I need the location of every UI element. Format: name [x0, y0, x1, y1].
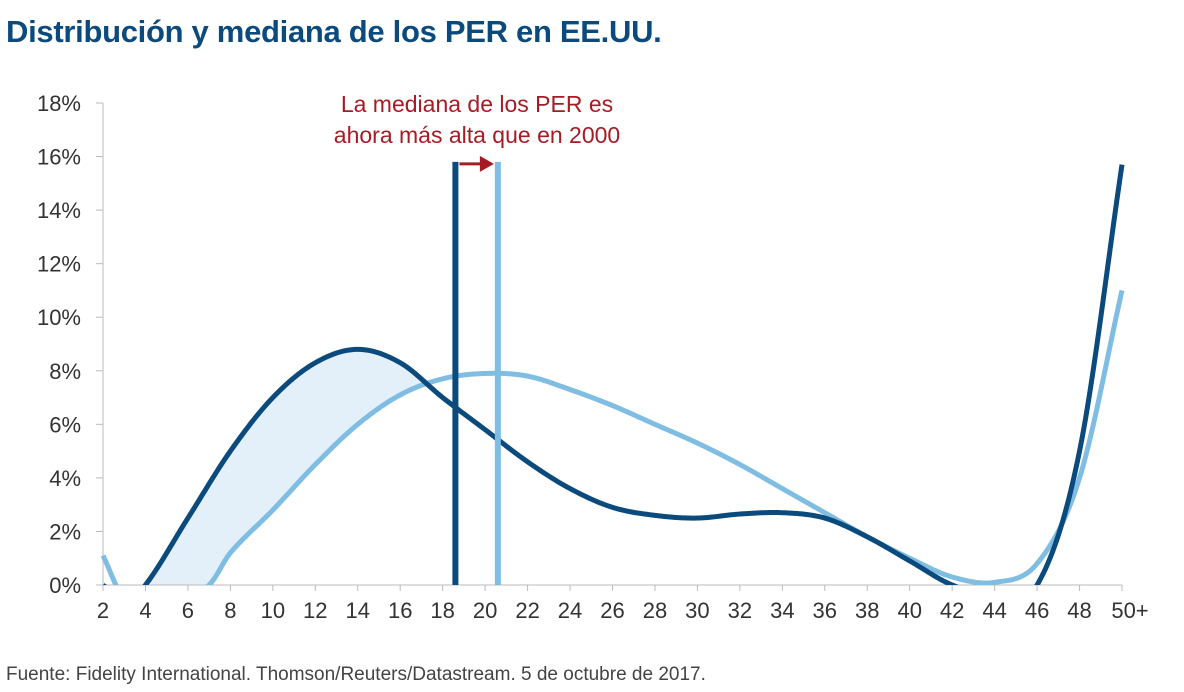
y-tick-label: 12%: [37, 252, 81, 277]
x-tick-label: 44: [982, 598, 1006, 623]
x-tick-label: 4: [139, 598, 151, 623]
x-tick-label: 42: [940, 598, 964, 623]
x-tick-label: 46: [1025, 598, 1049, 623]
x-tick-label: 20: [473, 598, 497, 623]
x-tick-label: 18: [430, 598, 454, 623]
annotation-text: ahora más alta que en 2000: [334, 122, 620, 148]
x-tick-label: 8: [224, 598, 236, 623]
x-tick-label: 10: [261, 598, 285, 623]
gap-fill-area: [145, 349, 426, 585]
x-tick-label: 48: [1067, 598, 1091, 623]
x-tick-label: 28: [643, 598, 667, 623]
annotation-text: La mediana de los PER es: [341, 91, 613, 117]
x-tick-label: 38: [855, 598, 879, 623]
x-tick-label: 40: [897, 598, 921, 623]
x-tick-label: 12: [303, 598, 327, 623]
x-tick-label: 50+: [1111, 598, 1148, 623]
series-line-dark: [103, 164, 1125, 585]
series-line-light: [100, 289, 1125, 585]
y-tick-label: 18%: [37, 91, 81, 116]
y-tick-label: 2%: [49, 519, 81, 544]
y-tick-label: 4%: [49, 466, 81, 491]
y-tick-label: 8%: [49, 359, 81, 384]
y-tick-label: 0%: [49, 573, 81, 598]
chart-title: Distribución y mediana de los PER en EE.…: [6, 14, 662, 49]
source-note: Fuente: Fidelity International. Thomson/…: [6, 664, 706, 685]
x-tick-label: 14: [346, 598, 370, 623]
x-tick-label: 6: [182, 598, 194, 623]
x-tick-label: 32: [728, 598, 752, 623]
arrow-right-icon: [479, 155, 494, 172]
y-tick-label: 10%: [37, 305, 81, 330]
x-tick-label: 34: [770, 598, 794, 623]
x-tick-label: 36: [813, 598, 837, 623]
x-tick-label: 22: [515, 598, 539, 623]
y-tick-label: 14%: [37, 198, 81, 223]
x-tick-label: 2: [97, 598, 109, 623]
x-tick-label: 16: [388, 598, 412, 623]
x-tick-label: 24: [558, 598, 582, 623]
y-tick-label: 16%: [37, 145, 81, 170]
x-tick-label: 30: [685, 598, 709, 623]
y-tick-label: 6%: [49, 412, 81, 437]
x-tick-label: 26: [600, 598, 624, 623]
